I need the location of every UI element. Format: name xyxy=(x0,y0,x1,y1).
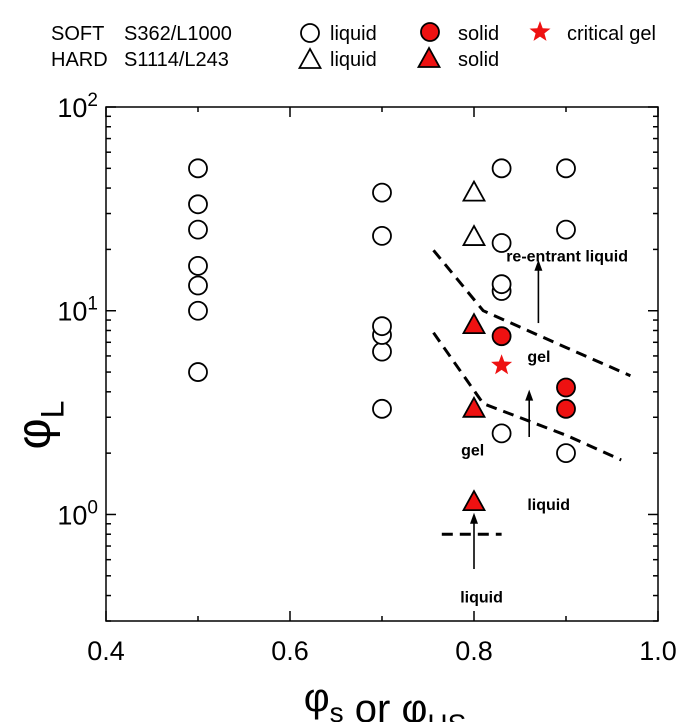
arrow-head-1 xyxy=(525,389,534,401)
legend-hard-liquid-label: liquid xyxy=(330,49,377,71)
soft-solid-point xyxy=(556,398,576,419)
soft-solid-point xyxy=(556,377,576,398)
legend-soft-label: SOFT xyxy=(51,23,104,45)
annotation-2: gel xyxy=(461,442,484,459)
legend-soft-solid-marker xyxy=(420,22,440,42)
x-tick-label: 0.4 xyxy=(87,636,125,666)
legend: SOFT S362/L1000 HARD S1114/L243 liquid s… xyxy=(51,21,656,71)
soft-liquid-point xyxy=(372,225,392,246)
soft-liquid-point xyxy=(491,158,512,179)
soft-liquid-point xyxy=(556,158,576,179)
legend-soft-liquid-label: liquid xyxy=(330,23,377,45)
legend-hard-label: HARD xyxy=(51,49,108,71)
legend-soft-liquid-marker xyxy=(300,23,320,43)
arrow-head-2 xyxy=(534,259,543,271)
data-markers xyxy=(188,158,576,512)
y-tick-label: 100 xyxy=(57,497,98,530)
legend-hard-solid-label: solid xyxy=(458,49,499,71)
x-tick-label: 0.6 xyxy=(271,636,309,666)
soft-liquid-point xyxy=(372,182,392,203)
hard-solid-point xyxy=(461,395,487,418)
soft-solid-point xyxy=(491,326,512,347)
y-tick-label: 101 xyxy=(57,294,98,327)
annotation-1: gel xyxy=(527,349,550,366)
soft-liquid-point xyxy=(188,362,208,382)
soft-liquid-point xyxy=(491,233,512,253)
axis-ticks xyxy=(105,106,659,622)
legend-marks xyxy=(297,21,551,69)
legend-soft-code: S362/L1000 xyxy=(124,23,232,45)
legend-hard-solid-marker xyxy=(416,46,442,68)
hard-solid-point xyxy=(461,489,487,512)
legend-hard-code: S1114/L243 xyxy=(124,49,229,71)
soft-liquid-point xyxy=(188,275,208,296)
annotation-0: re-entrant liquid xyxy=(506,249,628,266)
arrows xyxy=(470,259,543,569)
soft-liquid-point xyxy=(188,219,208,240)
phase-boundary-1 xyxy=(432,331,622,462)
soft-liquid-point xyxy=(188,194,208,215)
x-axis-title: φs or φHS xyxy=(304,676,467,722)
legend-critical-gel-label: critical gel xyxy=(567,23,656,45)
arrow-head-0 xyxy=(470,512,478,524)
soft-liquid-point xyxy=(556,443,576,464)
hard-liquid-point xyxy=(461,179,487,202)
y-axis-title: φL xyxy=(8,401,70,450)
hard-liquid-point xyxy=(461,224,487,246)
soft-critical-gel-point xyxy=(491,354,513,375)
annotation-4: liquid xyxy=(460,589,503,606)
phase-boundary-0 xyxy=(432,249,632,378)
soft-liquid-point xyxy=(556,219,576,240)
phase-boundaries xyxy=(432,249,632,536)
x-tick-label: 0.8 xyxy=(455,636,493,666)
soft-liquid-point xyxy=(491,274,512,295)
y-tick-label: 102 xyxy=(57,90,98,123)
soft-liquid-point xyxy=(491,423,512,444)
annotations: re-entrant liquid gel gel liquid liquid xyxy=(460,249,628,607)
soft-liquid-point xyxy=(188,300,208,321)
soft-liquid-point xyxy=(372,398,392,419)
soft-liquid-point xyxy=(372,316,392,337)
soft-liquid-point xyxy=(188,158,208,179)
x-tick-label: 1.0 xyxy=(639,636,677,666)
soft-liquid-point xyxy=(372,341,392,362)
legend-critical-gel-marker xyxy=(529,21,551,41)
axis-tick-labels: 0.4 0.6 0.8 1.0 100 101 102 xyxy=(57,90,676,666)
annotation-3: liquid xyxy=(527,497,570,514)
hard-solid-point xyxy=(461,312,487,335)
legend-hard-liquid-marker xyxy=(297,47,323,69)
soft-liquid-point xyxy=(188,255,208,276)
legend-soft-solid-label: solid xyxy=(458,23,499,45)
